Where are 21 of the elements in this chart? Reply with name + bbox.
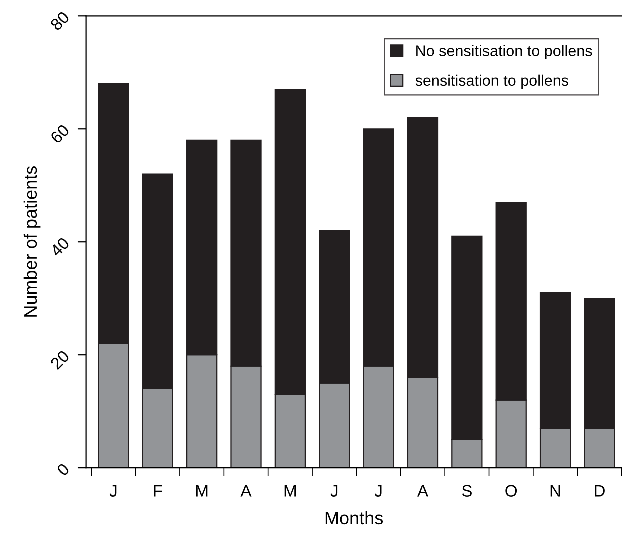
y-axis-title: Number of patients: [24, 166, 41, 317]
y-tick-label: 0: [56, 462, 70, 477]
y-tick-label: 80: [50, 10, 70, 32]
y-tick-label: 60: [50, 124, 70, 144]
x-tick-label: J: [330, 485, 338, 497]
x-tick-label: J: [374, 485, 382, 497]
x-tick-label: F: [154, 485, 162, 497]
x-tick-label: A: [417, 485, 429, 497]
y-tick-label: 20: [50, 350, 70, 370]
x-tick-label: O: [506, 485, 518, 497]
x-tick-label: D: [595, 485, 605, 497]
x-tick-label: N: [550, 485, 560, 497]
x-tick-label: S: [462, 485, 472, 497]
x-tick-label: M: [284, 485, 296, 497]
x-tick-label: J: [110, 485, 117, 497]
y-tick-label: 40: [50, 236, 70, 258]
x-tick-label: M: [196, 485, 208, 497]
x-axis-title: Months: [326, 511, 384, 525]
x-tick-label: A: [240, 485, 252, 497]
legend-label: No sensitisation to pollens: [416, 45, 592, 60]
legend-label: sensitisation to pollens: [416, 74, 568, 90]
